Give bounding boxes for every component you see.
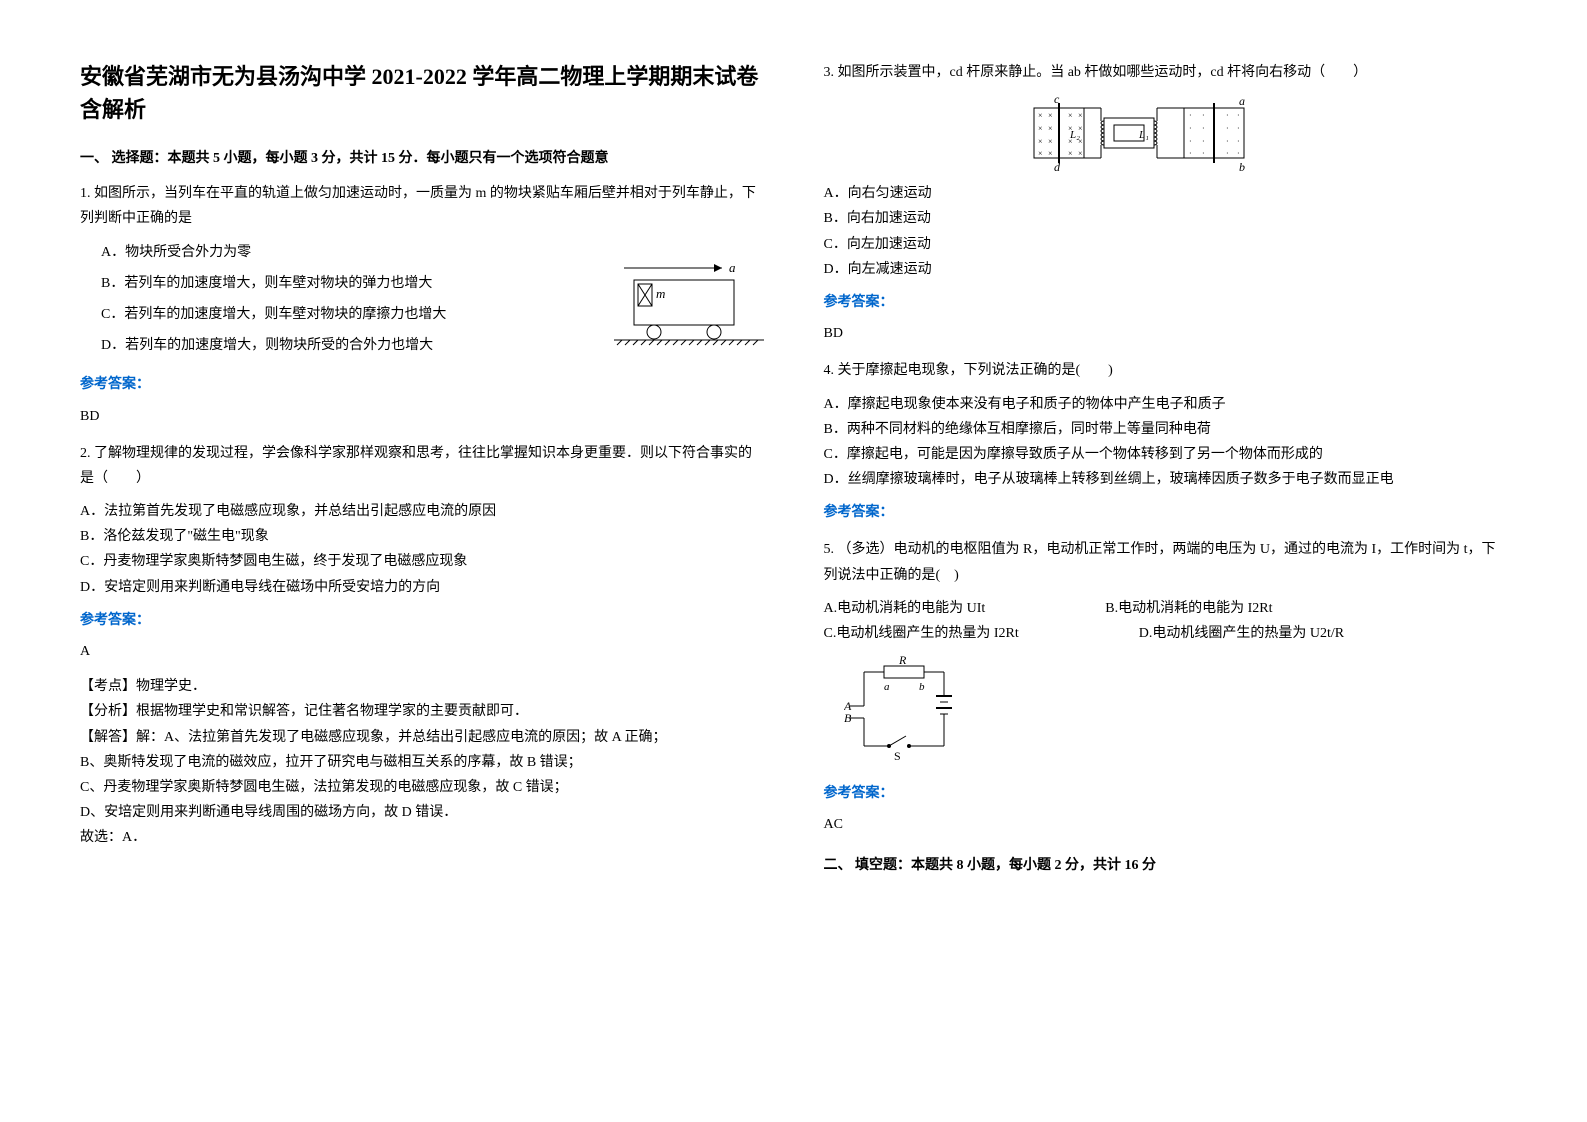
q5-stem: 5. （多选）电动机的电枢阻值为 R，电动机正常工作时，两端的电压为 U，通过的…	[824, 537, 1508, 587]
svg-text:·: ·	[1189, 149, 1192, 158]
q2-solve-label: 【解答】	[80, 730, 136, 745]
section1-header: 一、 选择题：本题共 5 小题，每小题 3 分，共计 15 分．每小题只有一个选…	[80, 146, 764, 171]
svg-text:·: ·	[1237, 137, 1240, 146]
svg-text:·: ·	[1237, 111, 1240, 120]
q2-analysis-label: 【分析】	[80, 704, 136, 719]
q2-point: 【考点】物理学史．	[80, 674, 764, 699]
svg-text:×: ×	[1048, 137, 1053, 146]
q5-option-c: C.电动机线圈产生的热量为 I2Rt	[824, 621, 1019, 646]
svg-text:·: ·	[1226, 149, 1229, 158]
q3-option-c: C．向左加速运动	[824, 232, 1508, 257]
q3-label-b: b	[1239, 160, 1245, 173]
svg-text:·: ·	[1202, 137, 1205, 146]
svg-text:×: ×	[1068, 111, 1073, 120]
q4-option-a: A．摩擦起电现象使本来没有电子和质子的物体中产生电子和质子	[824, 392, 1508, 417]
q3-answer-label: 参考答案：	[824, 290, 1508, 315]
svg-text:×: ×	[1048, 149, 1053, 158]
svg-text:·: ·	[1189, 124, 1192, 133]
q5-figure: R a b A B	[844, 656, 984, 766]
q1-label-a: a	[729, 260, 736, 275]
q2-point-label: 【考点】	[80, 679, 136, 694]
q5-options-row1: A.电动机消耗的电能为 UIt B.电动机消耗的电能为 I2Rt	[824, 596, 1508, 621]
q4-answer-label: 参考答案：	[824, 500, 1508, 525]
q1-figure: a m	[614, 260, 764, 350]
question-2: 2. 了解物理规律的发现过程，学会像科学家那样观察和思考，往往比掌握知识本身更重…	[80, 441, 764, 851]
q3-option-b: B．向右加速运动	[824, 206, 1508, 231]
q3-label-l2: L₂	[1069, 129, 1080, 141]
svg-text:·: ·	[1189, 111, 1192, 120]
q5-answer: AC	[824, 812, 1508, 837]
svg-text:×: ×	[1048, 111, 1053, 120]
svg-text:·: ·	[1202, 149, 1205, 158]
q3-answer: BD	[824, 321, 1508, 346]
svg-text:·: ·	[1189, 137, 1192, 146]
q5-option-a: A.电动机消耗的电能为 UIt	[824, 596, 986, 621]
q2-analysis: 【分析】根据物理学史和常识解答，记住著名物理学家的主要贡献即可．	[80, 699, 764, 724]
q5-answer-label: 参考答案：	[824, 781, 1508, 806]
q3-stem: 3. 如图所示装置中，cd 杆原来静止。当 ab 杆做如哪些运动时，cd 杆将向…	[824, 60, 1508, 85]
svg-text:·: ·	[1226, 137, 1229, 146]
q1-answer-label: 参考答案：	[80, 372, 764, 397]
q2-option-b: B．洛伦兹发现了"磁生电"现象	[80, 524, 764, 549]
q2-solve-b: B、奥斯特发现了电流的磁效应，拉开了研究电与磁相互关系的序幕，故 B 错误；	[80, 750, 764, 775]
q2-stem: 2. 了解物理规律的发现过程，学会像科学家那样观察和思考，往往比掌握知识本身更重…	[80, 441, 764, 491]
q5-option-b: B.电动机消耗的电能为 I2Rt	[1105, 596, 1272, 621]
q5-label-s: S	[894, 749, 901, 763]
q3-label-d: d	[1054, 160, 1061, 173]
q2-option-c: C．丹麦物理学家奥斯特梦圆电生磁，终于发现了电磁感应现象	[80, 549, 764, 574]
q2-solve-a: 【解答】解：A、法拉第首先发现了电磁感应现象，并总结出引起感应电流的原因；故 A…	[80, 725, 764, 750]
svg-text:·: ·	[1202, 124, 1205, 133]
svg-text:×: ×	[1078, 149, 1083, 158]
left-column: 安徽省芜湖市无为县汤沟中学 2021-2022 学年高二物理上学期期末试卷含解析…	[80, 60, 764, 888]
svg-text:×: ×	[1038, 137, 1043, 146]
svg-text:·: ·	[1202, 111, 1205, 120]
q5-label-a: a	[884, 681, 890, 693]
q5-options-row2: C.电动机线圈产生的热量为 I2Rt D.电动机线圈产生的热量为 U2t/R	[824, 621, 1508, 646]
q2-option-d: D．安培定则用来判断通电导线在磁场中所受安培力的方向	[80, 575, 764, 600]
question-5: 5. （多选）电动机的电枢阻值为 R，电动机正常工作时，两端的电压为 U，通过的…	[824, 537, 1508, 837]
q2-solve-c: C、丹麦物理学家奥斯特梦圆电生磁，法拉第发现的电磁感应现象，故 C 错误；	[80, 775, 764, 800]
q3-label-a: a	[1239, 94, 1245, 108]
q5-label-r: R	[898, 656, 907, 667]
q3-label-c: c	[1054, 93, 1060, 106]
section2-header: 二、 填空题：本题共 8 小题，每小题 2 分，共计 16 分	[824, 853, 1508, 878]
q4-option-c: C．摩擦起电，可能是因为摩擦导致质子从一个物体转移到了另一个物体而形成的	[824, 442, 1508, 467]
svg-text:×: ×	[1038, 111, 1043, 120]
q3-figure: ×××× ×××× ×××× ×××× c d L₂	[1024, 93, 1264, 173]
q1-label-m: m	[656, 286, 665, 301]
question-1: 1. 如图所示，当列车在平直的轨道上做匀加速运动时，一质量为 m 的物块紧贴车厢…	[80, 181, 764, 429]
svg-text:×: ×	[1068, 149, 1073, 158]
svg-text:·: ·	[1226, 111, 1229, 120]
svg-text:×: ×	[1038, 149, 1043, 158]
page: 安徽省芜湖市无为县汤沟中学 2021-2022 学年高二物理上学期期末试卷含解析…	[80, 60, 1507, 888]
q3-option-d: D．向左减速运动	[824, 257, 1508, 282]
q1-stem: 1. 如图所示，当列车在平直的轨道上做匀加速运动时，一质量为 m 的物块紧贴车厢…	[80, 181, 764, 231]
q2-conclude: 故选：A．	[80, 825, 764, 850]
q2-option-a: A．法拉第首先发现了电磁感应现象，并总结出引起感应电流的原因	[80, 499, 764, 524]
q4-option-b: B．两种不同材料的绝缘体互相摩擦后，同时带上等量同种电荷	[824, 417, 1508, 442]
svg-text:×: ×	[1038, 124, 1043, 133]
q4-option-d: D．丝绸摩擦玻璃棒时，电子从玻璃棒上转移到丝绸上，玻璃棒因质子数多于电子数而显正…	[824, 467, 1508, 492]
q2-solve-d: D、安培定则用来判断通电导线周围的磁场方向，故 D 错误．	[80, 800, 764, 825]
q2-answer-label: 参考答案：	[80, 608, 764, 633]
svg-text:×: ×	[1078, 111, 1083, 120]
q2-answer: A	[80, 639, 764, 664]
right-column: 3. 如图所示装置中，cd 杆原来静止。当 ab 杆做如哪些运动时，cd 杆将向…	[824, 60, 1508, 888]
page-title: 安徽省芜湖市无为县汤沟中学 2021-2022 学年高二物理上学期期末试卷含解析	[80, 60, 764, 126]
svg-text:·: ·	[1226, 124, 1229, 133]
svg-text:×: ×	[1048, 124, 1053, 133]
q5-label-B: B	[844, 711, 852, 725]
q1-answer: BD	[80, 404, 764, 429]
q3-label-l1: L₁	[1138, 129, 1149, 141]
q5-option-d: D.电动机线圈产生的热量为 U2t/R	[1139, 621, 1344, 646]
q5-label-b: b	[919, 681, 925, 693]
q3-option-a: A．向右匀速运动	[824, 181, 1508, 206]
question-3: 3. 如图所示装置中，cd 杆原来静止。当 ab 杆做如哪些运动时，cd 杆将向…	[824, 60, 1508, 346]
svg-text:·: ·	[1237, 149, 1240, 158]
svg-text:·: ·	[1237, 124, 1240, 133]
question-4: 4. 关于摩擦起电现象，下列说法正确的是( ) A．摩擦起电现象使本来没有电子和…	[824, 358, 1508, 525]
q4-stem: 4. 关于摩擦起电现象，下列说法正确的是( )	[824, 358, 1508, 383]
